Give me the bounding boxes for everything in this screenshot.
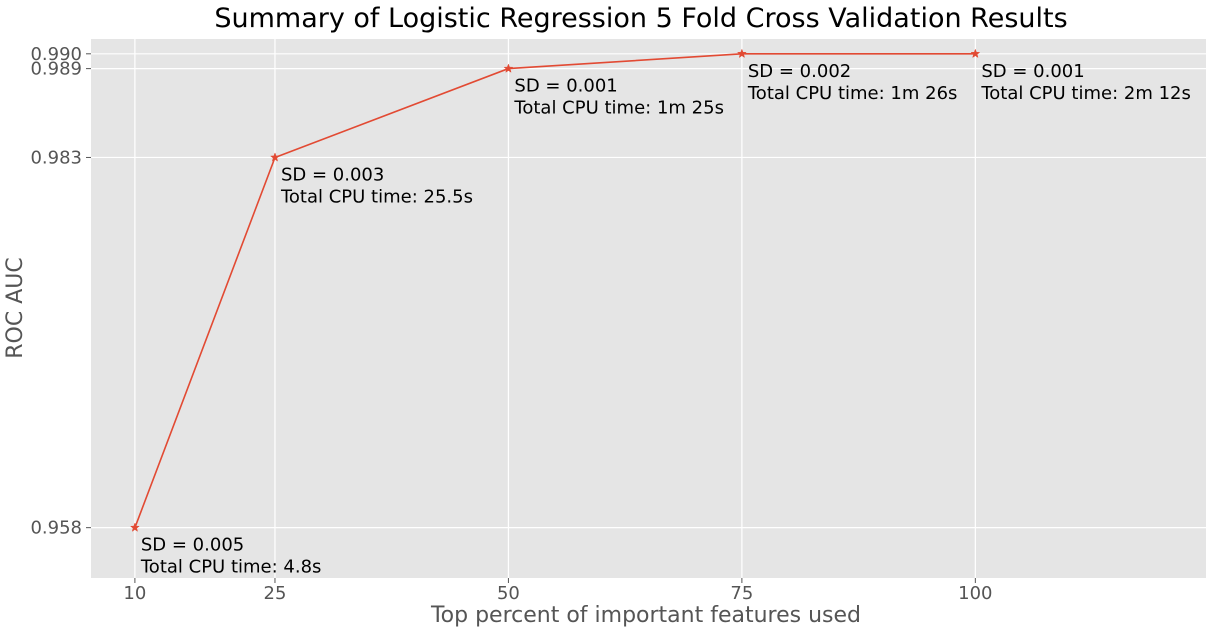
series: [129, 48, 981, 532]
annotation-sd: SD = 0.002: [748, 61, 851, 82]
annotation-sd: SD = 0.005: [141, 535, 244, 556]
annotation-cpu-time: Total CPU time: 25.5s: [280, 186, 473, 207]
annotation-cpu-time: Total CPU time: 1m 26s: [747, 83, 958, 104]
data-point: [970, 48, 981, 59]
y-tick-label: 0.989: [30, 59, 82, 80]
x-tick-label: 25: [264, 583, 287, 604]
annotation-sd: SD = 0.001: [981, 61, 1084, 82]
y-axis-label: ROC AUC: [3, 257, 28, 358]
data-point: [270, 152, 280, 162]
annotation-cpu-time: Total CPU time: 4.8s: [140, 557, 322, 578]
x-tick-label: 50: [497, 583, 520, 604]
x-tick-label: 75: [730, 583, 753, 604]
annotation-cpu-time: Total CPU time: 2m 12s: [980, 83, 1191, 104]
annotation-sd: SD = 0.003: [281, 164, 384, 185]
x-tick-label: 100: [958, 583, 992, 604]
annotation-sd: SD = 0.001: [514, 76, 617, 97]
y-tick-label: 0.958: [30, 518, 82, 539]
x-axis-label: Top percent of important features used: [430, 603, 861, 628]
data-point: [503, 63, 514, 73]
data-point: [736, 48, 747, 59]
data-point: [129, 522, 140, 532]
y-tick-label: 0.990: [30, 44, 82, 65]
annotation-cpu-time: Total CPU time: 1m 25s: [513, 98, 724, 119]
x-tick-label: 10: [123, 583, 146, 604]
y-tick-label: 0.983: [30, 147, 82, 168]
plot-background: [91, 39, 1206, 578]
chart-title: Summary of Logistic Regression 5 Fold Cr…: [214, 3, 1067, 34]
